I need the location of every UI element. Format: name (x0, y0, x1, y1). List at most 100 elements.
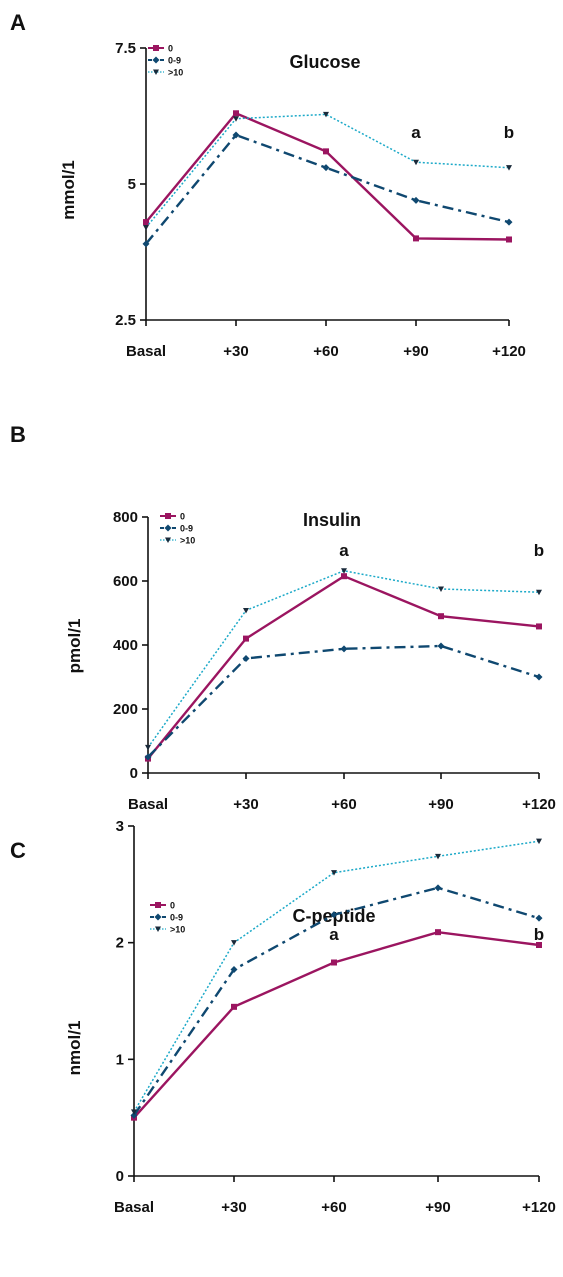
x-tick-label: +90 (403, 343, 428, 360)
data-point (330, 911, 338, 919)
legend-marker (165, 537, 171, 543)
data-point (243, 607, 249, 614)
series-line-2 (145, 113, 510, 228)
data-point (413, 159, 419, 166)
data-point (323, 148, 329, 155)
significance-annotation: a (329, 925, 339, 944)
legend-label: 0 (168, 44, 173, 54)
x-tick-label: +60 (331, 796, 356, 813)
series-line-0 (147, 574, 540, 760)
data-point (434, 884, 442, 892)
data-point (331, 959, 337, 966)
series-line-1 (147, 644, 540, 758)
data-point (230, 966, 238, 973)
data-point (536, 838, 542, 845)
y-tick-label: 600 (113, 573, 138, 590)
x-tick-label: +90 (428, 796, 453, 813)
data-point (232, 131, 240, 139)
legend-label: 0 (170, 901, 175, 911)
data-point (143, 219, 149, 226)
y-tick-label: 1 (116, 1051, 124, 1068)
data-point (143, 225, 149, 231)
panel-c: C C-peptide nmol/1 (10, 838, 376, 1075)
y-tick-label: 400 (113, 637, 138, 654)
data-point (243, 635, 249, 642)
y-tick-label: 3 (116, 818, 124, 835)
legend-marker (164, 524, 172, 532)
data-point (536, 623, 542, 630)
data-point (130, 1111, 138, 1119)
data-point (142, 240, 150, 248)
data-point (435, 853, 441, 860)
chart-b: 0 200 400 600 800 Basal +30 +60 +90 +120 0 0-9 >10 a b (113, 509, 556, 813)
data-point (233, 116, 239, 122)
legend-label: >10 (168, 68, 183, 78)
y-tick-label: 200 (113, 701, 138, 718)
x-tick-label: +120 (522, 1199, 556, 1216)
x-tick-label: Basal (114, 1199, 154, 1216)
y-tick-label: 5 (128, 176, 136, 193)
panel-letter-a: A (10, 10, 26, 35)
panel-a: A Glucose mmol/1 (10, 10, 361, 220)
x-tick-label: +120 (522, 796, 556, 813)
y-tick-label: 7.5 (115, 40, 136, 57)
data-point (131, 1109, 137, 1115)
data-point (437, 642, 445, 650)
chart-a: 2.5 5 7.5 Basal +30 +60 +90 +120 0 0-9 >10 a b (115, 40, 526, 360)
significance-annotation: b (504, 123, 514, 142)
panel-letter-c: C (10, 838, 26, 863)
y-axis-label-a: mmol/1 (59, 160, 78, 220)
data-point (322, 164, 330, 172)
x-tick-label: +90 (425, 1199, 450, 1216)
y-axis-label-b: pmol/1 (65, 619, 84, 674)
data-point (536, 942, 542, 948)
significance-annotation: b (534, 541, 544, 560)
legend-marker (153, 45, 159, 51)
data-point (536, 589, 542, 596)
significance-annotation: b (534, 925, 544, 944)
y-tick-label: 2 (116, 935, 124, 952)
legend-marker (155, 902, 161, 908)
data-point (506, 236, 512, 243)
series-line-1 (145, 133, 510, 245)
x-tick-label: +120 (492, 343, 526, 360)
data-point (231, 940, 237, 946)
legend-marker (165, 513, 171, 519)
x-tick-label: +60 (313, 343, 338, 360)
chart-title-insulin: Insulin (303, 510, 361, 530)
x-tick-label: Basal (128, 796, 168, 813)
data-point (144, 753, 152, 761)
legend-label: 0-9 (170, 913, 183, 923)
data-point (341, 573, 347, 580)
data-point (323, 111, 329, 118)
legend-label: 0-9 (180, 524, 193, 534)
data-point (145, 744, 151, 751)
x-tick-label: +30 (233, 796, 258, 813)
legend-label: >10 (170, 925, 185, 935)
chart-title-glucose: Glucose (289, 52, 360, 72)
y-tick-label: 0 (130, 765, 138, 782)
significance-annotation: a (339, 541, 349, 560)
data-point (331, 870, 337, 876)
legend-label: 0 (180, 512, 185, 522)
data-point (340, 645, 348, 653)
y-tick-label: 2.5 (115, 312, 136, 329)
data-point (413, 235, 419, 242)
legend-marker (155, 926, 161, 932)
x-tick-label: +30 (221, 1199, 246, 1216)
legend-label: 0-9 (168, 56, 181, 66)
data-point (242, 654, 250, 662)
data-point (341, 568, 347, 574)
data-point (435, 929, 441, 936)
y-axis-label-c: nmol/1 (65, 1021, 84, 1076)
data-point (412, 196, 420, 204)
panel-letter-b: B (10, 422, 26, 447)
series-line-2 (133, 840, 540, 1113)
series-line-2 (147, 570, 540, 748)
data-point (438, 586, 444, 592)
legend-marker (153, 69, 159, 75)
data-point (233, 110, 239, 117)
series-line-0 (145, 111, 510, 241)
legend-marker (152, 56, 160, 64)
